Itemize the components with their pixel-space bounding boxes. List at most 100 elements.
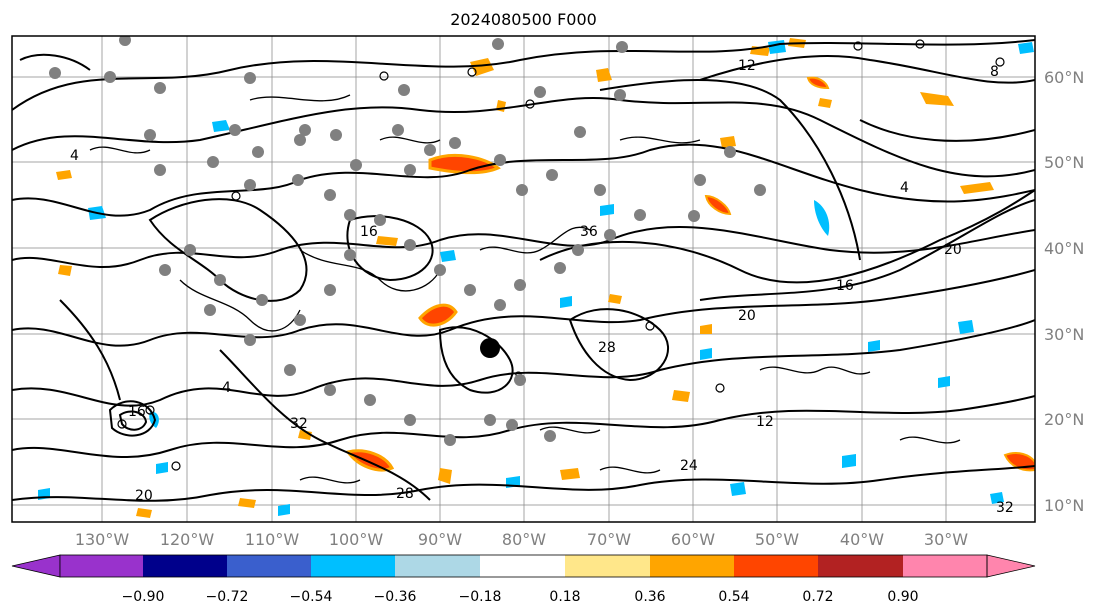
colorbar-over-extend: [986, 554, 1036, 578]
station-marker: [554, 262, 566, 274]
lon-label: 110°W: [245, 530, 300, 549]
contour-label-group: 12 4 4 16 20 20 24 28 32 8 12 4 16 20 28…: [70, 58, 1014, 516]
gridlines: [12, 36, 1035, 522]
contour-label: 12: [738, 58, 756, 74]
contour-label: 16: [360, 224, 378, 240]
contour-label: 4: [70, 148, 79, 164]
contour-label: 28: [396, 486, 414, 502]
small-circle-markers: [117, 39, 1005, 471]
contour-label: 16: [128, 404, 146, 420]
map-frame: [11, 35, 1036, 523]
colorbar-under-extend: [11, 554, 61, 578]
station-marker: [574, 126, 586, 138]
station-marker: [404, 414, 416, 426]
station-marker: [207, 156, 219, 168]
station-marker: [364, 394, 376, 406]
station-marker: [534, 86, 546, 98]
lon-label: 70°W: [587, 530, 631, 549]
station-markers: [49, 36, 766, 446]
station-marker: [594, 184, 606, 196]
station-marker: [344, 249, 356, 261]
lat-label: 60°N: [1044, 68, 1084, 87]
station-marker: [516, 184, 528, 196]
station-marker: [284, 364, 296, 376]
contour-label: 24: [680, 458, 698, 474]
station-marker: [544, 430, 556, 442]
station-marker: [350, 159, 362, 171]
station-marker: [330, 129, 342, 141]
colorbar-segment: [818, 555, 903, 577]
station-marker: [546, 169, 558, 181]
station-marker: [344, 209, 356, 221]
contour-label: 8: [990, 64, 999, 80]
lon-label: 100°W: [329, 530, 384, 549]
station-marker: [754, 184, 766, 196]
contour-label: 32: [290, 416, 308, 432]
lon-label: 60°W: [671, 530, 715, 549]
station-marker: [244, 179, 256, 191]
colorbar-segment: [311, 555, 395, 577]
station-marker: [404, 164, 416, 176]
contour-label: 20: [135, 488, 153, 504]
station-marker: [204, 304, 216, 316]
contour-label: 36: [580, 224, 598, 240]
station-marker: [292, 174, 304, 186]
station-marker: [634, 209, 646, 221]
lon-label: 120°W: [160, 530, 215, 549]
station-marker: [449, 137, 461, 149]
station-marker: [494, 154, 506, 166]
station-marker: [424, 144, 436, 156]
lat-label: 50°N: [1044, 153, 1084, 172]
station-marker: [484, 414, 496, 426]
station-marker: [694, 174, 706, 186]
colorbar-tick-label: −0.36: [374, 589, 417, 605]
station-marker: [154, 82, 166, 94]
station-marker: [159, 264, 171, 276]
colorbar-tick-label: −0.72: [206, 589, 249, 605]
station-marker: [506, 419, 518, 431]
colorbar-tick-labels: −0.90 −0.72 −0.54 −0.36 −0.18 0.18 0.36 …: [122, 589, 919, 605]
contour-label: 4: [900, 180, 909, 196]
station-marker: [294, 134, 306, 146]
station-marker: [252, 146, 264, 158]
station-marker: [604, 229, 616, 241]
contour-label: 32: [996, 500, 1014, 516]
station-marker: [104, 71, 116, 83]
station-marker: [572, 244, 584, 256]
station-marker: [119, 36, 131, 46]
station-marker: [144, 129, 156, 141]
station-marker: [244, 334, 256, 346]
colorbar-tick-label: −0.90: [122, 589, 165, 605]
station-marker: [398, 84, 410, 96]
station-marker: [244, 72, 256, 84]
contour-label: 12: [756, 414, 774, 430]
colorbar-segment: [60, 555, 143, 577]
station-marker: [404, 239, 416, 251]
colorbar-tick-label: 0.54: [718, 589, 749, 605]
station-marker: [434, 264, 446, 276]
colorbar-segment: [565, 555, 650, 577]
latitude-labels: 60°N 50°N 40°N 30°N 20°N 10°N: [1044, 68, 1084, 515]
station-marker: [464, 284, 476, 296]
colorbar-tick-label: 0.36: [634, 589, 665, 605]
station-marker: [324, 384, 336, 396]
lat-label: 20°N: [1044, 410, 1084, 429]
contour-label: 28: [598, 340, 616, 356]
contour-label: 20: [944, 242, 962, 258]
lon-label: 50°W: [755, 530, 799, 549]
lat-label: 40°N: [1044, 239, 1084, 258]
station-marker: [324, 284, 336, 296]
contour-lines-thin: [89, 94, 961, 484]
colorbar: [11, 554, 1036, 578]
contour-label: 20: [738, 308, 756, 324]
station-marker: [154, 164, 166, 176]
colorbar-segment: [395, 555, 480, 577]
colorbar-segment: [480, 555, 565, 577]
lat-label: 10°N: [1044, 496, 1084, 515]
station-marker: [724, 146, 736, 158]
map-title: 2024080500 F000: [450, 10, 597, 29]
shaded-field: [38, 38, 1035, 518]
colorbar-tick-label: −0.18: [459, 589, 502, 605]
colorbar-tick-label: −0.54: [290, 589, 333, 605]
contour-label: 16: [836, 278, 854, 294]
